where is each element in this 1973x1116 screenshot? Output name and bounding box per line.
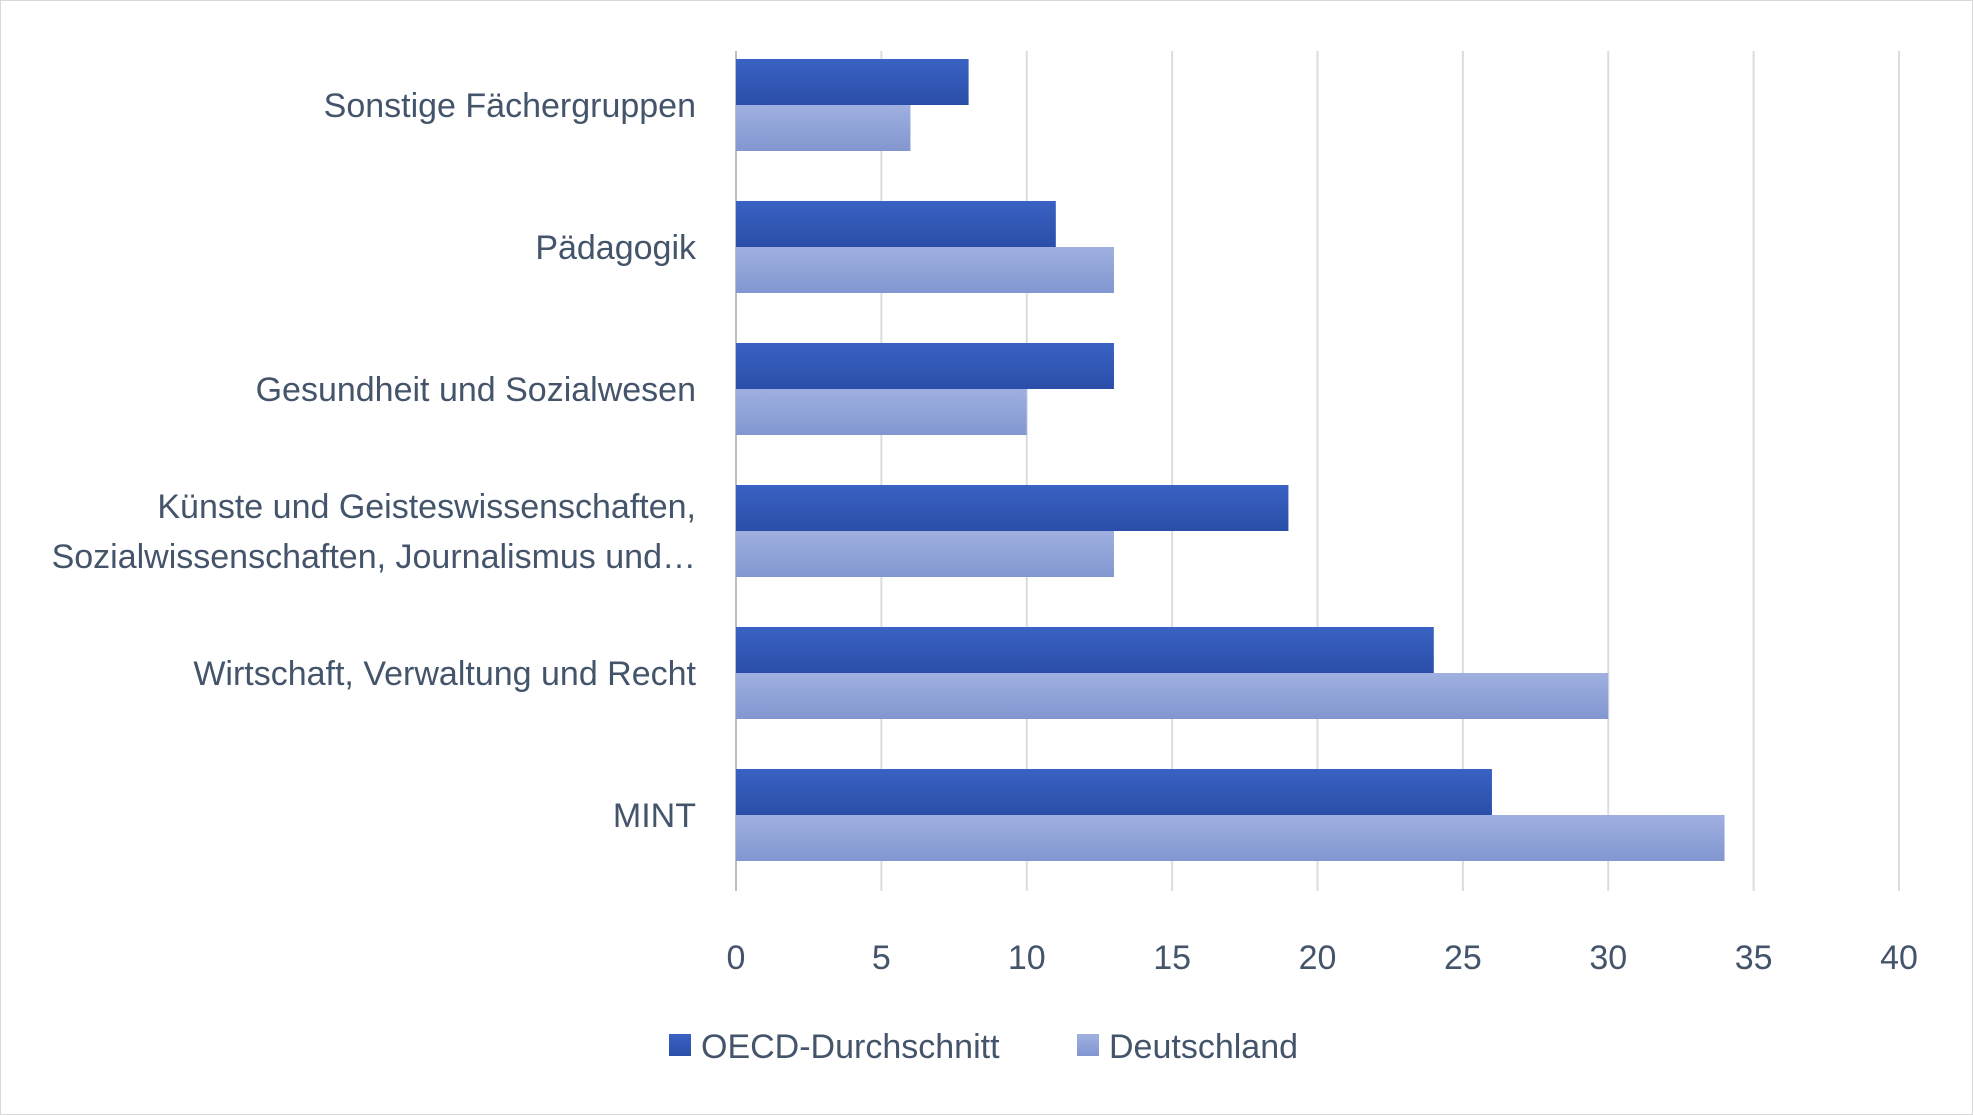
bar-deutschland: Deutschland: 30 [736, 673, 1609, 719]
bar-oecd: OECD-Durchschnitt: 19 [736, 485, 1289, 531]
x-tick-label: 40 [1880, 939, 1918, 977]
x-tick-label: 30 [1589, 939, 1627, 977]
category-label: Gesundheit und Sozialwesen [256, 371, 696, 409]
legend-label-oecd: OECD-Durchschnitt [701, 1028, 1000, 1066]
legend-swatch-deutschland [1077, 1034, 1099, 1056]
bar-deutschland: Deutschland: 13 [736, 247, 1114, 293]
legend-label-deutschland: Deutschland [1109, 1028, 1298, 1066]
bar-oecd: OECD-Durchschnitt: 26 [736, 769, 1492, 815]
bar-deutschland: Deutschland: 6 [736, 105, 911, 151]
category-label: Wirtschaft, Verwaltung und Recht [193, 655, 696, 693]
category-labels: Sonstige Fächergruppen Pädagogik Gesundhei… [52, 87, 697, 835]
x-tick-label: 0 [727, 939, 746, 977]
legend-swatch-oecd [669, 1034, 691, 1056]
x-axis-tick-labels: 0 5 10 15 20 25 30 35 40 [727, 939, 1918, 977]
bar-deutschland: Deutschland: 10 [736, 389, 1027, 435]
legend: OECD-Durchschnitt Deutschland [669, 1028, 1298, 1066]
bar-oecd: OECD-Durchschnitt: 24 [736, 627, 1434, 673]
category-label: Künste und Geisteswissenschaften, Sozialw… [52, 488, 696, 576]
bar-deutschland: Deutschland: 13 [736, 531, 1114, 577]
bar-oecd: OECD-Durchschnitt: 11 [736, 201, 1056, 247]
bar-oecd: OECD-Durchschnitt: 8 [736, 59, 969, 105]
bar-oecd: OECD-Durchschnitt: 13 [736, 343, 1114, 389]
category-label: MINT [613, 797, 696, 835]
category-label: Sonstige Fächergruppen [324, 87, 696, 125]
x-tick-label: 5 [872, 939, 891, 977]
x-tick-label: 35 [1735, 939, 1773, 977]
x-tick-label: 25 [1444, 939, 1482, 977]
x-tick-label: 15 [1153, 939, 1191, 977]
bar-deutschland: Deutschland: 34 [736, 815, 1725, 861]
bars: OECD-Durchschnitt: 8Deutschland: 6 OECD-D… [736, 59, 1725, 861]
gridlines [735, 51, 1900, 891]
x-tick-label: 10 [1008, 939, 1046, 977]
x-tick-label: 20 [1299, 939, 1337, 977]
category-label: Pädagogik [535, 229, 697, 267]
